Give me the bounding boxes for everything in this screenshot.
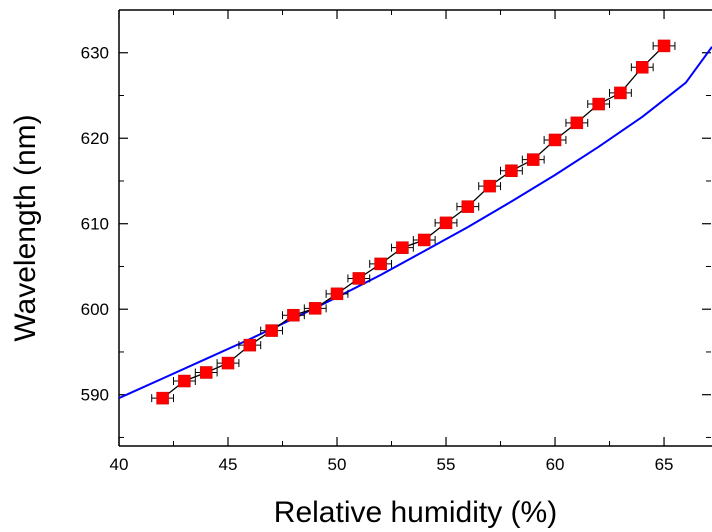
data-point [548,133,562,147]
x-tick-label: 50 [328,455,347,474]
y-tick-label: 620 [81,129,109,148]
data-point [265,324,278,337]
x-tick-label: 55 [437,455,456,474]
data-point [156,391,169,405]
data-point [178,374,191,388]
x-tick-label: 40 [110,455,129,474]
data-point [483,179,496,193]
data-point [308,302,322,315]
data-point [526,153,540,166]
x-axis-title: Relative humidity (%) [274,496,557,529]
y-axis-title: Wavelength (nm) [9,114,42,341]
y-tick-label: 590 [81,386,109,405]
data-point [374,257,387,271]
data-point [614,86,627,100]
y-tick-label: 600 [81,300,109,319]
x-tick-label: 65 [655,455,674,474]
x-tick-label: 60 [546,455,565,474]
fit-line [119,46,712,400]
data-point [461,200,475,213]
data-point [243,338,257,352]
y-tick-label: 630 [81,44,109,63]
data-point [199,366,213,379]
data-point [505,164,518,177]
data-point [417,233,431,247]
data-point [657,39,671,53]
data-point [352,272,366,285]
data-point [570,116,584,130]
x-tick-label: 45 [219,455,238,474]
data-point [396,241,409,254]
data-point [287,308,300,322]
data-point [439,216,453,230]
y-tick-label: 610 [81,215,109,234]
data-point [635,61,649,74]
data-point [221,356,235,370]
data-point [592,97,605,111]
data-point [330,287,344,301]
